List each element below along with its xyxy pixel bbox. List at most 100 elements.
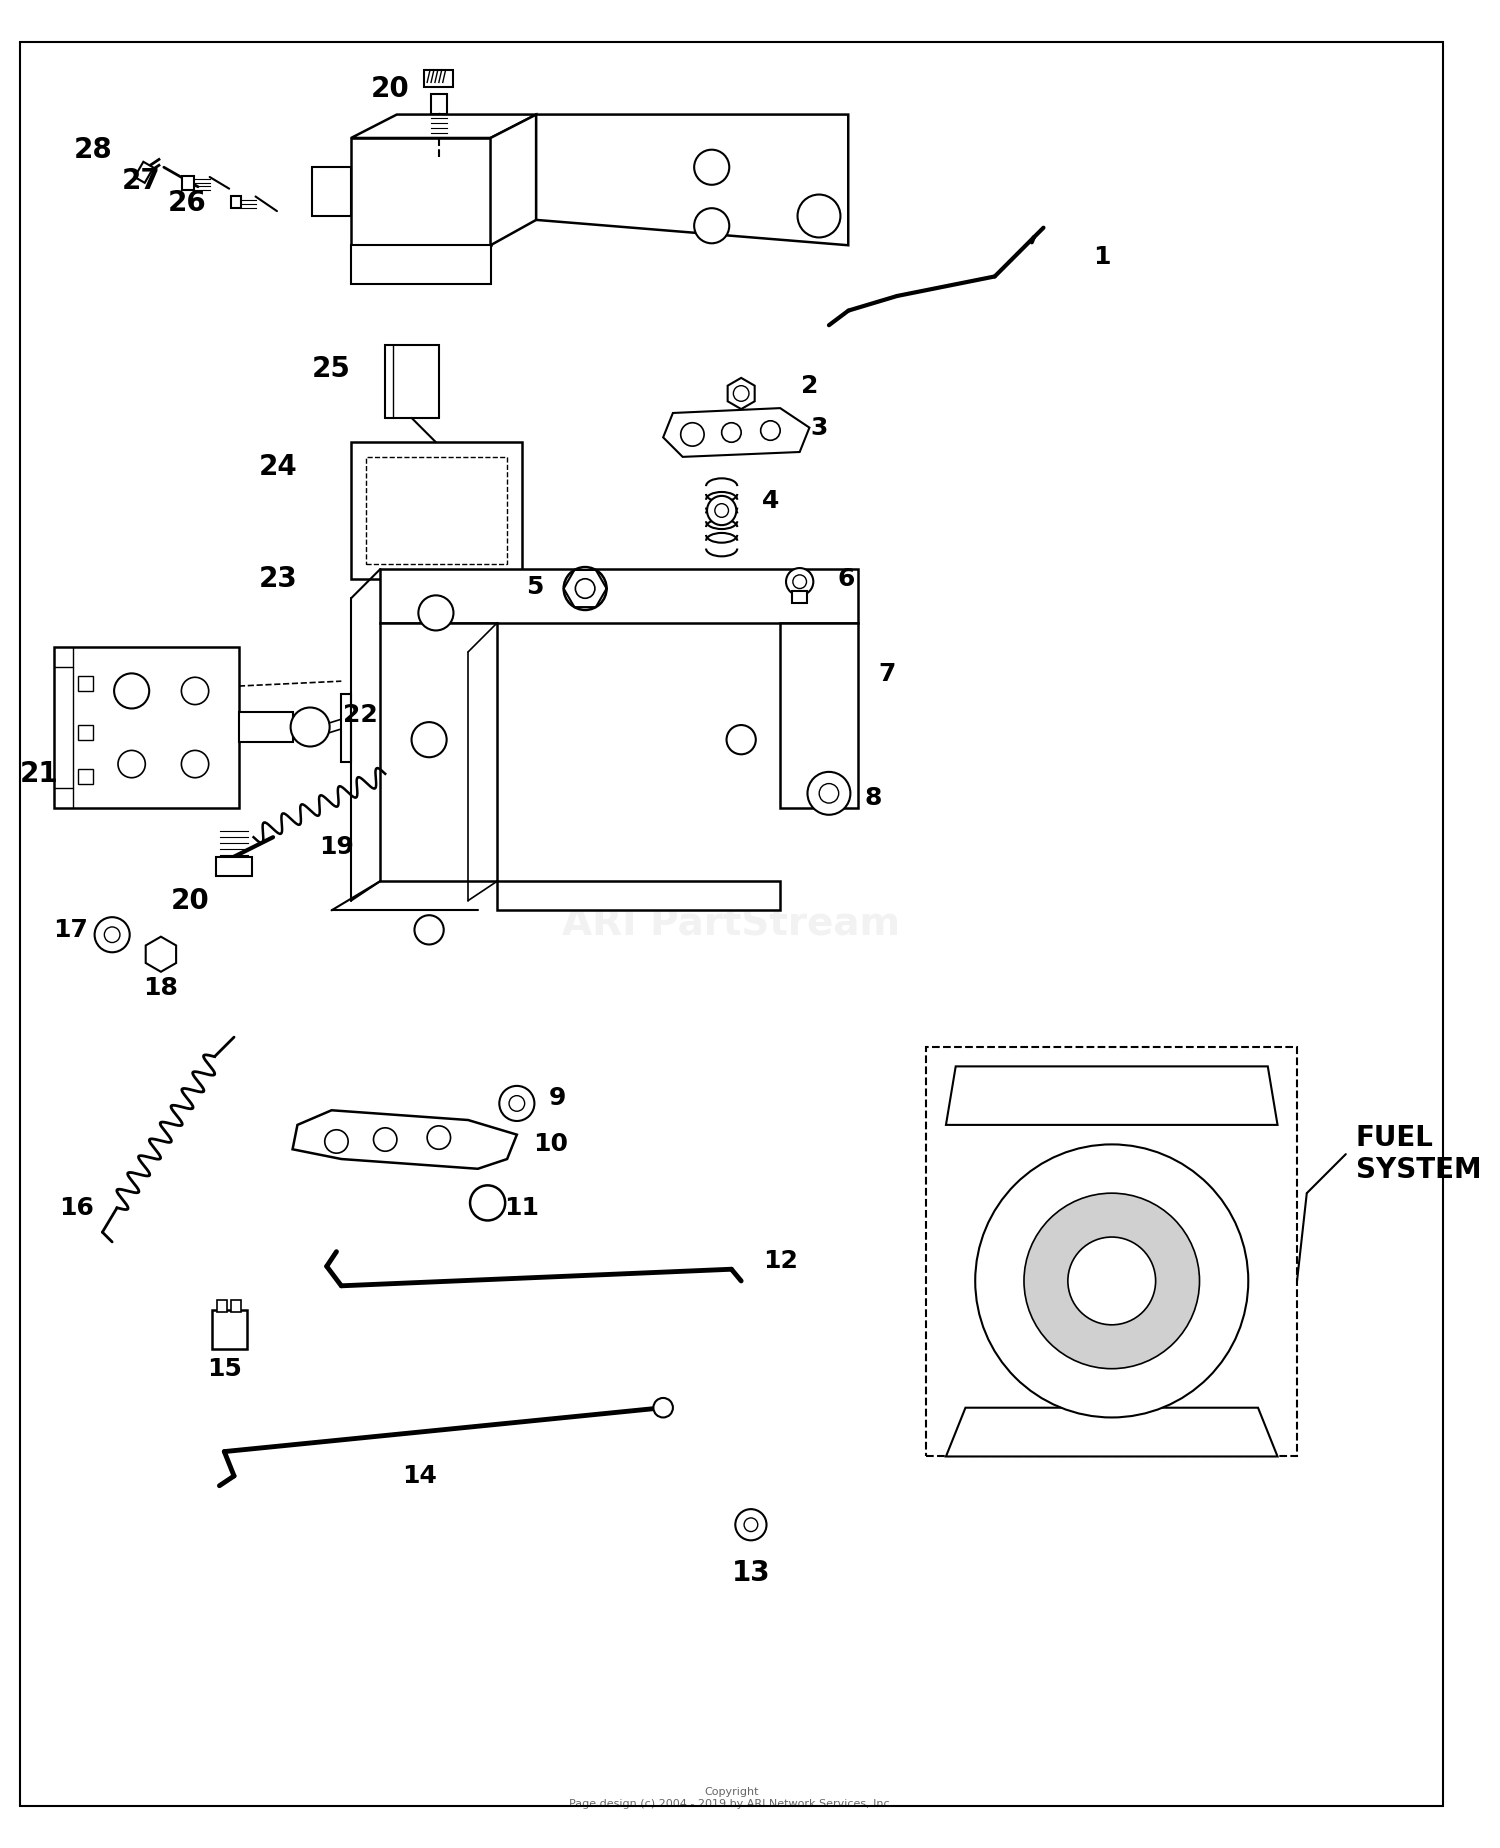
Text: 25: 25 xyxy=(312,355,351,383)
Text: 8: 8 xyxy=(864,785,882,809)
Polygon shape xyxy=(381,569,858,623)
Bar xyxy=(366,456,507,564)
Circle shape xyxy=(681,423,703,445)
Bar xyxy=(135,163,153,183)
Text: 10: 10 xyxy=(534,1133,568,1157)
Text: 1: 1 xyxy=(1094,246,1110,270)
Circle shape xyxy=(807,772,850,815)
Text: 9: 9 xyxy=(549,1085,567,1109)
Polygon shape xyxy=(381,623,498,881)
Circle shape xyxy=(694,209,729,244)
Circle shape xyxy=(94,917,129,952)
Circle shape xyxy=(576,578,596,599)
Text: 11: 11 xyxy=(504,1196,538,1220)
Text: 24: 24 xyxy=(258,453,297,480)
Text: 26: 26 xyxy=(168,188,207,218)
Circle shape xyxy=(819,784,839,804)
Text: 18: 18 xyxy=(144,976,178,1000)
Text: FUEL
SYSTEM: FUEL SYSTEM xyxy=(1356,1124,1480,1185)
Polygon shape xyxy=(728,377,754,408)
Circle shape xyxy=(726,724,756,754)
Circle shape xyxy=(411,723,447,758)
Circle shape xyxy=(794,575,807,588)
Polygon shape xyxy=(498,881,780,911)
Text: 4: 4 xyxy=(762,488,778,512)
Circle shape xyxy=(654,1397,674,1417)
Circle shape xyxy=(182,676,209,704)
Text: 20: 20 xyxy=(370,76,410,103)
Circle shape xyxy=(734,386,748,401)
Circle shape xyxy=(722,423,741,442)
Bar xyxy=(342,693,351,761)
Polygon shape xyxy=(780,623,858,808)
Bar xyxy=(386,346,439,418)
Circle shape xyxy=(182,750,209,778)
Polygon shape xyxy=(663,408,810,456)
Polygon shape xyxy=(351,246,490,285)
Bar xyxy=(351,442,522,578)
Text: 13: 13 xyxy=(732,1560,770,1587)
Polygon shape xyxy=(430,94,447,113)
Circle shape xyxy=(760,421,780,440)
Text: 28: 28 xyxy=(74,135,112,164)
Circle shape xyxy=(500,1087,534,1122)
Text: 6: 6 xyxy=(839,567,855,591)
Text: ARI PartStream: ARI PartStream xyxy=(562,906,900,942)
Text: 12: 12 xyxy=(762,1249,798,1273)
Bar xyxy=(183,176,194,190)
Circle shape xyxy=(694,150,729,185)
Circle shape xyxy=(744,1517,758,1532)
Bar xyxy=(238,711,292,741)
Circle shape xyxy=(419,595,453,630)
Text: 5: 5 xyxy=(525,575,543,599)
Polygon shape xyxy=(536,115,848,246)
Bar xyxy=(216,857,252,876)
Circle shape xyxy=(735,1510,766,1541)
Polygon shape xyxy=(351,115,536,139)
Circle shape xyxy=(1024,1194,1200,1369)
Circle shape xyxy=(716,505,729,517)
Text: 7: 7 xyxy=(879,662,896,686)
Polygon shape xyxy=(292,1111,518,1168)
Text: 20: 20 xyxy=(171,887,210,915)
Bar xyxy=(231,1301,242,1312)
Bar xyxy=(217,1301,226,1312)
Bar xyxy=(78,676,93,691)
Polygon shape xyxy=(312,166,351,216)
Bar xyxy=(424,70,453,87)
Bar xyxy=(78,769,93,784)
Text: 22: 22 xyxy=(344,704,378,728)
Circle shape xyxy=(291,708,330,747)
Polygon shape xyxy=(946,1408,1278,1456)
Bar xyxy=(78,724,93,739)
Bar xyxy=(211,1310,246,1349)
Polygon shape xyxy=(300,719,342,741)
Text: 14: 14 xyxy=(402,1464,436,1488)
Circle shape xyxy=(105,928,120,942)
Circle shape xyxy=(798,194,840,237)
Circle shape xyxy=(1068,1236,1155,1325)
Bar xyxy=(927,1046,1298,1456)
Text: 17: 17 xyxy=(53,918,87,942)
Circle shape xyxy=(324,1129,348,1153)
Circle shape xyxy=(706,495,736,525)
Circle shape xyxy=(564,567,606,610)
Circle shape xyxy=(786,567,813,595)
Text: Copyright
Page design (c) 2004 - 2019 by ARI Network Services, Inc.: Copyright Page design (c) 2004 - 2019 by… xyxy=(570,1787,894,1809)
Text: 19: 19 xyxy=(320,835,354,859)
Text: 15: 15 xyxy=(207,1356,242,1380)
Circle shape xyxy=(414,915,444,944)
Polygon shape xyxy=(146,937,176,972)
Circle shape xyxy=(114,673,148,708)
Circle shape xyxy=(118,750,146,778)
Bar xyxy=(231,196,242,209)
Text: 23: 23 xyxy=(258,565,297,593)
Text: 2: 2 xyxy=(801,373,818,397)
Bar xyxy=(417,578,456,608)
Text: 3: 3 xyxy=(810,416,828,440)
Polygon shape xyxy=(946,1066,1278,1125)
Bar xyxy=(792,591,807,602)
Polygon shape xyxy=(490,115,536,246)
Text: 21: 21 xyxy=(20,760,58,787)
Text: 27: 27 xyxy=(122,166,160,194)
